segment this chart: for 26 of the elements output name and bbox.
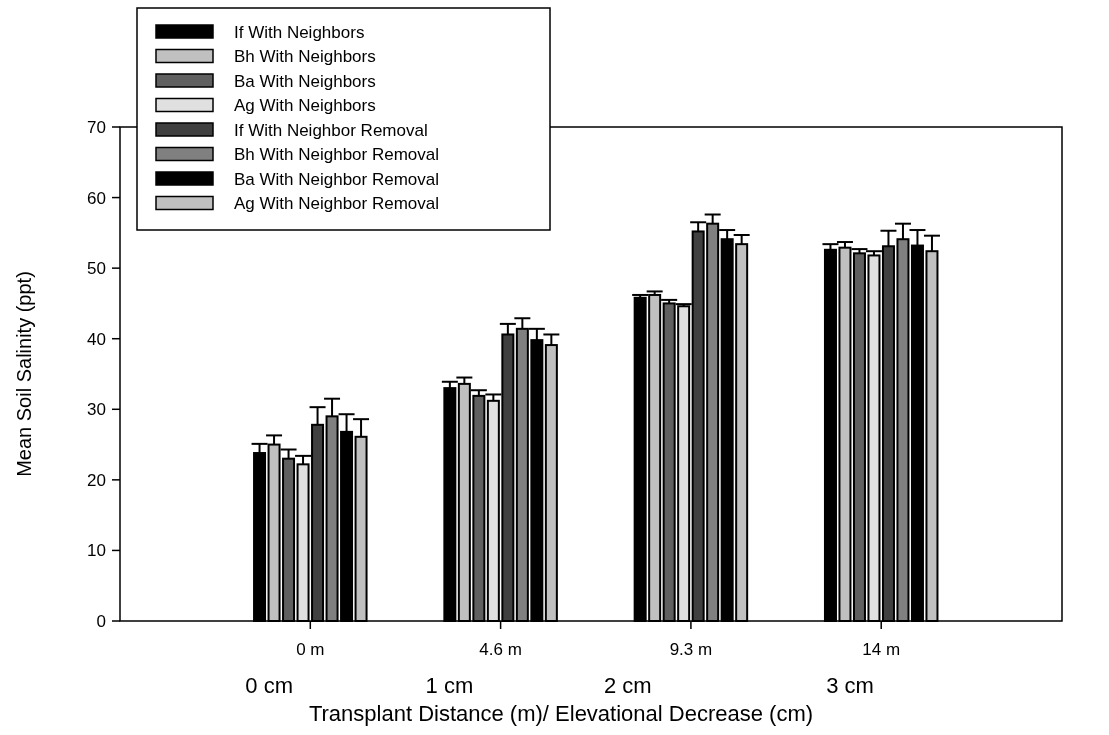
legend-label: If With Neighbor Removal <box>234 120 428 140</box>
legend-label: Ba With Neighbor Removal <box>234 169 440 189</box>
y-tick-label: 60 <box>87 188 106 208</box>
legend-label: Ba With Neighbors <box>234 71 376 91</box>
legend-label: If With Neighbors <box>234 22 365 42</box>
y-tick-label: 0 <box>96 611 106 631</box>
y-tick-label: 10 <box>87 541 106 561</box>
y-tick-label: 50 <box>87 259 106 279</box>
x-axis-title: Transplant Distance (m)/ Elevational Decrease (cm) <box>308 701 814 726</box>
text: 3 cm <box>826 673 874 698</box>
y-axis-title: Mean Soil Salinity (ppt) <box>13 271 35 477</box>
y-tick-label: 40 <box>87 329 106 349</box>
y-tick-label: 20 <box>87 470 106 490</box>
text: 1 cm <box>425 673 474 698</box>
y-tick-label: 70 <box>87 117 106 137</box>
legend-label: Bh With Neighbor Removal <box>234 145 440 165</box>
legend-label: Ag With Neighbor Removal <box>234 194 440 214</box>
x-tick-label: 4.6 m <box>479 640 522 659</box>
text: 2 cm <box>603 673 652 698</box>
x-tick-label: 9.3 m <box>669 640 713 659</box>
text: 0 cm <box>245 673 293 698</box>
y-tick-label: 30 <box>87 400 106 420</box>
x-tick-label: 14 m <box>862 640 901 659</box>
legend-label: Ag With Neighbors <box>234 96 376 116</box>
legend-label: Bh With Neighbors <box>234 47 376 67</box>
x-tick-label: 0 m <box>296 640 325 659</box>
